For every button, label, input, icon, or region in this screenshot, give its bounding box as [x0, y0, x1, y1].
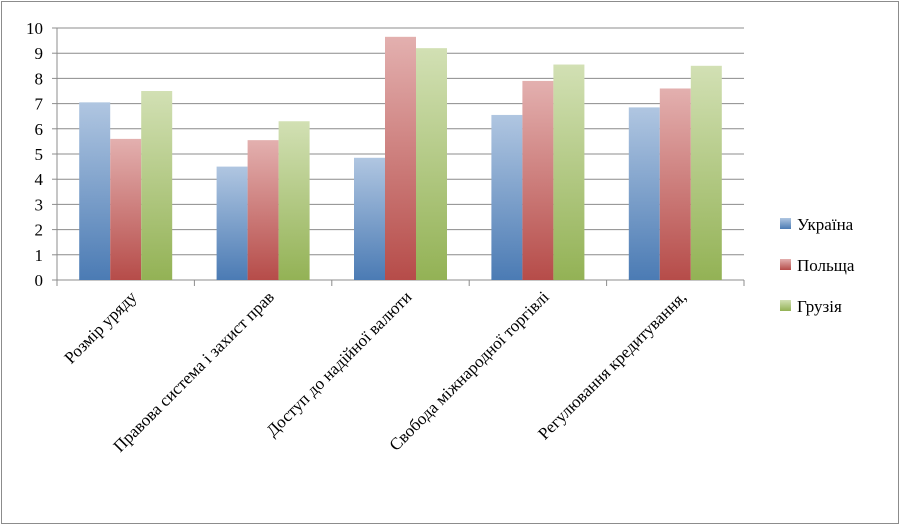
legend-swatch-україна — [780, 218, 791, 229]
x-category-label: Розмір уряду — [60, 287, 140, 367]
bar-грузія — [278, 121, 310, 281]
bar-грузія — [416, 48, 447, 280]
y-tick-label: 9 — [35, 44, 44, 63]
bar-україна — [491, 114, 523, 280]
y-tick-label: 5 — [35, 145, 44, 164]
bar-польща — [110, 138, 142, 280]
y-tick-label: 1 — [35, 246, 44, 265]
bar-грузія — [553, 64, 585, 280]
y-tick-label: 2 — [35, 221, 44, 240]
y-tick-label: 7 — [35, 95, 44, 114]
y-tick-label: 4 — [35, 170, 44, 189]
y-tick-label: 6 — [35, 120, 44, 139]
legend-label: Грузія — [797, 297, 842, 316]
x-category-label: Регулювання кредитування, — [534, 287, 690, 443]
bar-польща — [522, 80, 554, 280]
bar-україна — [79, 102, 111, 280]
bar-польща — [659, 88, 691, 280]
bar-грузія — [141, 91, 173, 280]
bar-грузія — [690, 65, 722, 280]
legend-swatch-грузія — [780, 300, 791, 311]
bar-україна — [354, 157, 385, 280]
bars — [79, 36, 722, 281]
y-tick-label: 0 — [35, 271, 44, 290]
bar-польща — [385, 36, 416, 280]
y-tick-label: 3 — [35, 195, 44, 214]
x-category-label: Доступ до надійної валюти — [262, 287, 415, 440]
y-tick-label: 10 — [26, 19, 43, 38]
legend-label: Україна — [797, 215, 854, 234]
y-tick-label: 8 — [35, 69, 44, 88]
x-category-label: Свобода міжнародної торгівлі — [386, 287, 553, 454]
bar-польща — [247, 140, 279, 280]
bar-україна — [628, 107, 660, 280]
y-axis-ticks: 0 1 2 3 4 5 6 7 8 9 10 — [26, 19, 57, 290]
legend: Україна Польща Грузія — [780, 215, 855, 316]
bar-україна — [216, 166, 248, 280]
legend-swatch-польща — [780, 259, 791, 270]
legend-label: Польща — [797, 256, 855, 275]
x-category-label: Правова система і захист прав — [110, 287, 278, 455]
